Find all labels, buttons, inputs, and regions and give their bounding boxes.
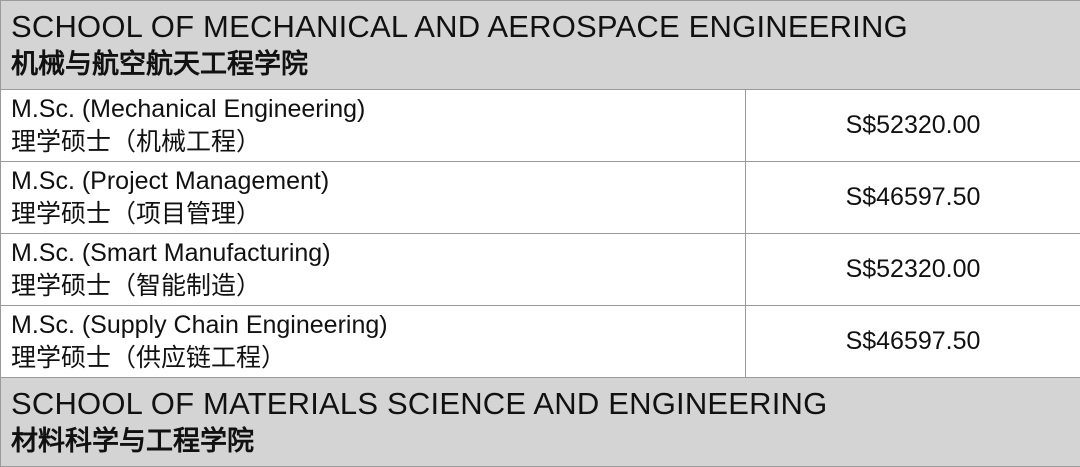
fee-cell: S$46597.50 [746,162,1080,234]
program-name-zh: 理学硕士（供应链工程） [11,342,745,374]
program-name-zh: 理学硕士（项目管理） [11,198,745,230]
program-name-en: M.Sc. (Supply Chain Engineering) [11,310,745,340]
program-cell: M.Sc. (Supply Chain Engineering) 理学硕士（供应… [1,306,746,378]
school-header-cell: SCHOOL OF MATERIALS SCIENCE AND ENGINEER… [1,378,1080,467]
fee-cell: S$46597.50 [746,306,1080,378]
program-name-zh: 理学硕士（机械工程） [11,126,745,158]
school-name-en: SCHOOL OF MATERIALS SCIENCE AND ENGINEER… [11,386,1080,422]
program-cell: M.Sc. (Smart Manufacturing) 理学硕士（智能制造） [1,234,746,306]
fee-cell: S$52320.00 [746,90,1080,162]
table-row: M.Sc. (Project Management) 理学硕士（项目管理） S$… [1,162,1080,234]
table-row: M.Sc. (Mechanical Engineering) 理学硕士（机械工程… [1,90,1080,162]
school-header-cell: SCHOOL OF MECHANICAL AND AEROSPACE ENGIN… [1,1,1080,90]
table-row: M.Sc. (Smart Manufacturing) 理学硕士（智能制造） S… [1,234,1080,306]
program-name-en: M.Sc. (Project Management) [11,166,745,196]
fee-cell: S$52320.00 [746,234,1080,306]
program-name-en: M.Sc. (Smart Manufacturing) [11,238,745,268]
school-name-zh: 机械与航空航天工程学院 [11,47,1080,81]
program-cell: M.Sc. (Project Management) 理学硕士（项目管理） [1,162,746,234]
program-name-zh: 理学硕士（智能制造） [11,270,745,302]
program-cell: M.Sc. (Mechanical Engineering) 理学硕士（机械工程… [1,90,746,162]
school-name-en: SCHOOL OF MECHANICAL AND AEROSPACE ENGIN… [11,9,1080,45]
program-name-en: M.Sc. (Mechanical Engineering) [11,94,745,124]
school-header-row: SCHOOL OF MATERIALS SCIENCE AND ENGINEER… [1,378,1080,467]
school-header-row: SCHOOL OF MECHANICAL AND AEROSPACE ENGIN… [1,1,1080,90]
table-row: M.Sc. (Supply Chain Engineering) 理学硕士（供应… [1,306,1080,378]
school-name-zh: 材料科学与工程学院 [11,424,1080,458]
